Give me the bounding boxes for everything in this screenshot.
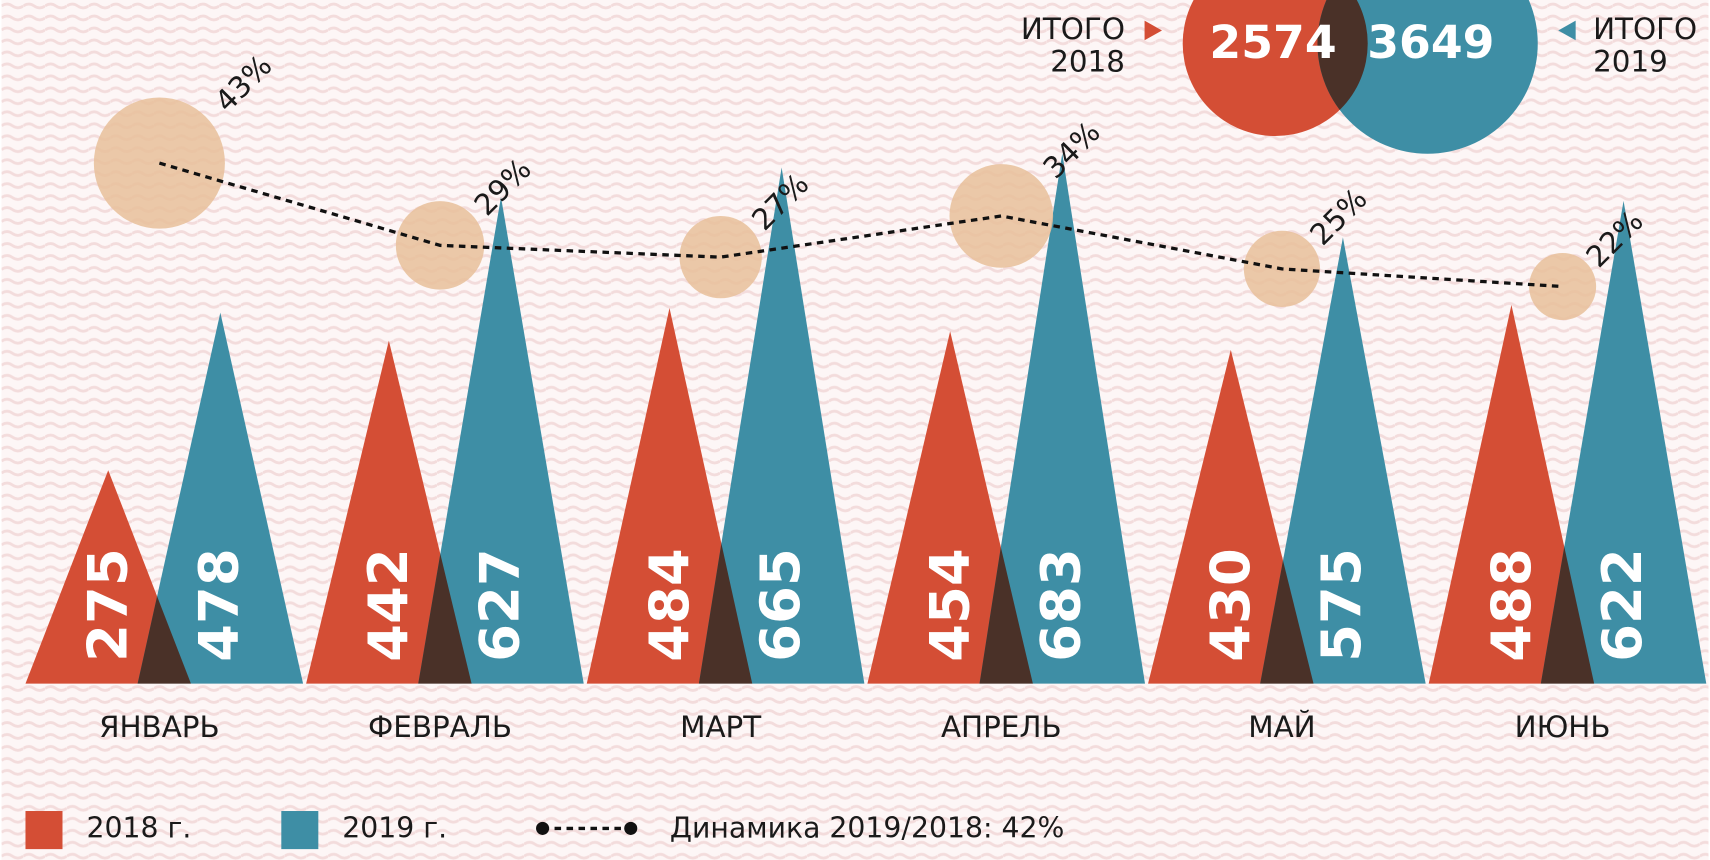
growth-circle	[1529, 252, 1597, 321]
bar-2018	[306, 340, 472, 684]
growth-circle	[949, 164, 1054, 268]
total-marker	[1144, 20, 1162, 41]
bar-2019	[137, 312, 304, 684]
growth-line	[158, 161, 1563, 289]
x-tick-label: ФЕВРАЛЬ	[368, 710, 512, 744]
total-label: ИТОГО	[1021, 12, 1125, 46]
total-label: 2019	[1593, 45, 1668, 79]
x-tick-label: МАЙ	[1248, 709, 1315, 744]
bar-2018	[586, 307, 753, 684]
value-label: 575	[1309, 548, 1373, 662]
x-tick-label: ИЮНЬ	[1515, 710, 1611, 744]
bar-2019	[698, 167, 865, 684]
bar-2019	[418, 196, 584, 684]
value-label: 275	[76, 548, 140, 662]
value-label: 622	[1590, 548, 1654, 662]
total-circle	[1317, 0, 1538, 154]
total-label: 2018	[1050, 45, 1125, 79]
value-label: 454	[918, 548, 982, 662]
total-value: 2574	[1209, 16, 1336, 69]
bar-2018	[1428, 304, 1595, 684]
legend-swatch	[25, 811, 63, 850]
legend-label: 2018 г.	[86, 812, 191, 845]
legend-dot	[624, 821, 638, 835]
legend-swatch	[281, 811, 319, 850]
legend-dot	[536, 821, 550, 835]
x-tick-label: ЯНВАРЬ	[99, 710, 220, 744]
value-label: 442	[356, 548, 420, 662]
total-value: 3649	[1367, 16, 1494, 69]
total-marker	[1558, 20, 1576, 41]
x-tick-label: АПРЕЛЬ	[941, 710, 1062, 744]
x-tick-label: МАРТ	[680, 710, 762, 744]
value-label: 484	[637, 548, 701, 662]
growth-circle	[679, 215, 762, 299]
total-label: ИТОГО	[1593, 12, 1697, 46]
bar-2019	[1540, 200, 1707, 684]
value-label: 683	[1029, 548, 1093, 662]
bar-2018	[1148, 349, 1314, 684]
bar-2019	[979, 153, 1146, 684]
value-label: 478	[187, 548, 251, 662]
legend-label: Динамика 2019/2018: 42%	[670, 812, 1064, 845]
value-label: 430	[1198, 548, 1262, 662]
value-label: 488	[1479, 548, 1543, 662]
bar-2018	[867, 331, 1033, 684]
value-label: 627	[467, 548, 531, 662]
legend-label: 2019 г.	[342, 812, 447, 845]
bar-2019	[1260, 237, 1426, 684]
value-label: 665	[748, 548, 812, 662]
